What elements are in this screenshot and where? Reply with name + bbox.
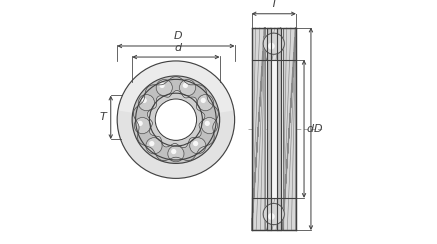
Circle shape bbox=[155, 99, 197, 140]
Circle shape bbox=[132, 76, 220, 163]
Circle shape bbox=[146, 138, 162, 154]
Circle shape bbox=[268, 213, 275, 220]
Circle shape bbox=[135, 79, 216, 160]
Circle shape bbox=[190, 138, 206, 154]
Text: T: T bbox=[271, 0, 277, 9]
Circle shape bbox=[201, 117, 218, 134]
Circle shape bbox=[168, 146, 184, 162]
Circle shape bbox=[156, 79, 173, 96]
Circle shape bbox=[197, 94, 214, 111]
Circle shape bbox=[189, 137, 207, 154]
Circle shape bbox=[138, 94, 155, 111]
Circle shape bbox=[201, 118, 218, 134]
Circle shape bbox=[117, 61, 235, 178]
Bar bbox=[267, 198, 281, 230]
Circle shape bbox=[268, 43, 275, 50]
Circle shape bbox=[134, 118, 150, 134]
Text: D: D bbox=[314, 124, 323, 134]
Circle shape bbox=[183, 83, 188, 88]
Circle shape bbox=[171, 149, 177, 154]
Circle shape bbox=[156, 80, 172, 96]
Circle shape bbox=[179, 79, 196, 96]
Circle shape bbox=[262, 203, 285, 225]
Polygon shape bbox=[147, 91, 205, 148]
Circle shape bbox=[180, 80, 196, 96]
Circle shape bbox=[142, 98, 147, 103]
Circle shape bbox=[135, 79, 216, 160]
Bar bbox=[267, 28, 281, 60]
Circle shape bbox=[160, 83, 165, 88]
Bar bbox=[271, 60, 277, 198]
Circle shape bbox=[201, 98, 206, 103]
Bar bbox=[252, 28, 265, 230]
Circle shape bbox=[193, 141, 198, 146]
Text: d: d bbox=[306, 124, 313, 134]
Circle shape bbox=[262, 32, 285, 55]
Circle shape bbox=[155, 99, 197, 140]
Circle shape bbox=[134, 117, 151, 134]
Bar bbox=[283, 28, 296, 230]
Circle shape bbox=[167, 145, 185, 163]
Circle shape bbox=[145, 137, 163, 154]
Bar bbox=[277, 28, 281, 230]
Circle shape bbox=[263, 203, 284, 225]
Circle shape bbox=[149, 141, 154, 146]
Circle shape bbox=[198, 95, 213, 111]
Text: d: d bbox=[175, 43, 182, 53]
Text: T: T bbox=[100, 112, 107, 122]
Circle shape bbox=[139, 95, 154, 111]
Circle shape bbox=[205, 121, 210, 126]
Circle shape bbox=[138, 121, 143, 126]
Text: D: D bbox=[174, 31, 183, 41]
Bar bbox=[267, 28, 271, 230]
Polygon shape bbox=[133, 77, 218, 161]
Circle shape bbox=[263, 33, 284, 54]
Circle shape bbox=[149, 93, 202, 146]
Polygon shape bbox=[118, 61, 234, 113]
